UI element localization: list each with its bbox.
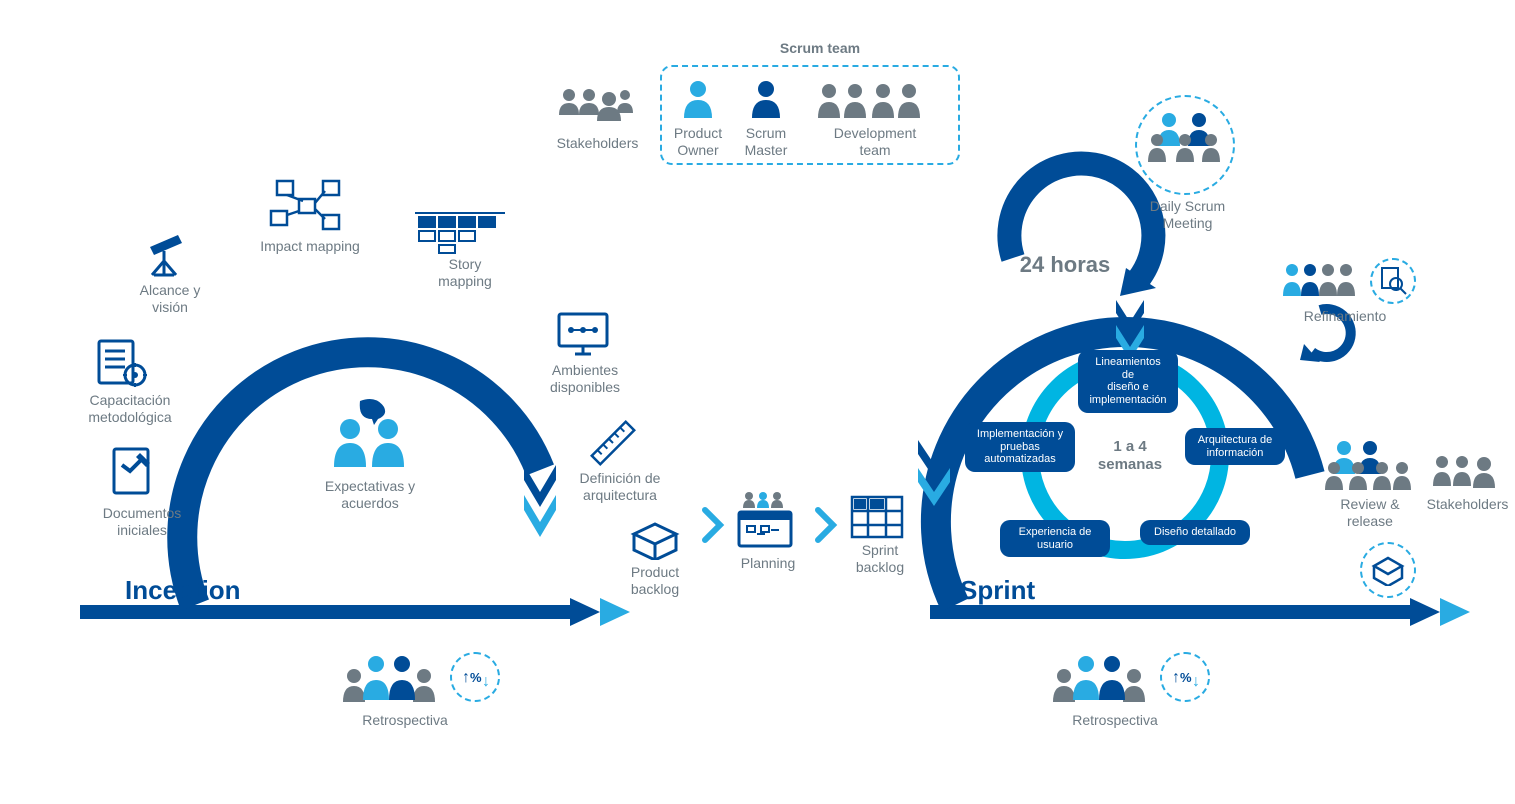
impact-icon [265,175,345,235]
definicion-icon [585,415,641,471]
stakeholders-icon [555,85,635,130]
documentos-label: Documentos iniciales [92,505,192,539]
magnify-doc-icon [1378,266,1408,296]
sprint-stakeholders-icon [1430,452,1500,492]
refinamiento-people-icon [1280,260,1360,302]
sprint-percent-icon: ↑ % ↓ [1168,660,1202,694]
alcance-icon [140,225,196,281]
planning-icon [735,490,799,550]
pill-implementacion: Implementación y pruebas automatizadas [965,422,1075,472]
review-label: Review & release [1330,496,1410,530]
definicion-label: Definición de arquitectura [570,470,670,504]
product-backlog-label: Product backlog [615,564,695,598]
product-backlog-icon [630,520,680,560]
svg-text:↓: ↓ [1192,673,1200,690]
svg-text:↑: ↑ [462,669,470,686]
inception-retro-label: Retrospectiva [350,712,460,729]
svg-text:%: % [470,670,482,685]
planning-label: Planning [738,555,798,572]
dev-team-label: Development team [830,125,920,159]
review-people-icon [1322,438,1412,493]
pill-diseno: Diseño detallado [1140,520,1250,545]
scrum-master-icon [748,78,784,120]
percent-icon: ↑ % ↓ [458,660,492,694]
pill-arquitectura: Arquitectura de información [1185,428,1285,465]
daily-people-icon [1145,110,1225,165]
story-icon [415,205,505,255]
scrum-master-label: Scrum Master [736,125,796,159]
product-owner-icon [680,78,716,120]
daily-label: Daily Scrum Meeting [1140,198,1235,232]
documentos-icon [110,445,156,499]
pill-experiencia: Experiencia de usuario [1000,520,1110,557]
inception-title: Inception [125,575,241,606]
sprint-title: Sprint [960,575,1035,606]
sprint-backlog-icon [850,495,904,539]
svg-text:↓: ↓ [482,673,490,690]
sprint-retro-label: Retrospectiva [1060,712,1170,729]
story-label: Story mapping [425,256,505,290]
dev-team-icon [815,80,925,122]
ambientes-label: Ambientes disponibles [540,362,630,396]
refinamiento-label: Refinamiento [1290,308,1400,325]
sprint-retro-people-icon [1050,650,1150,705]
expectativas-icon [320,395,420,475]
sprint-stakeholders-label: Stakeholders [1420,496,1515,513]
product-owner-label: Product Owner [668,125,728,159]
impact-label: Impact mapping [255,238,365,255]
capacitacion-icon [95,335,149,389]
scrum-team-title: Scrum team [760,40,880,57]
duration-label: 1 a 4 semanas [1090,438,1170,474]
svg-text:↑: ↑ [1172,669,1180,686]
hours-label: 24 horas [1010,252,1120,278]
svg-text:%: % [1180,670,1192,685]
inception-retro-people-icon [340,650,440,705]
alcance-label: Alcance y visión [125,282,215,316]
expectativas-label: Expectativas y acuerdos [310,478,430,512]
stakeholders-label: Stakeholders [555,135,640,152]
pill-lineamientos: Lineamientos de diseño e implementación [1078,350,1178,413]
open-box-icon [1370,554,1406,586]
capacitacion-label: Capacitación metodológica [75,392,185,426]
ambientes-icon [555,310,611,360]
sprint-backlog-label: Sprint backlog [840,542,920,576]
